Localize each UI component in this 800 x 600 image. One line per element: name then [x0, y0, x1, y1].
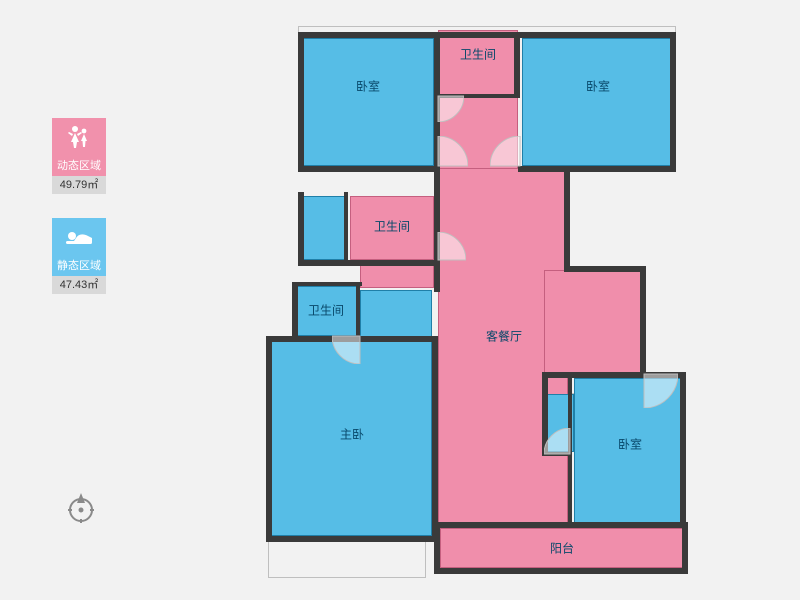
wall	[298, 32, 304, 170]
floorplan-canvas: 动态区域 49.79㎡ 静态区域 47.43㎡ 卧室卧室卫生间卫	[0, 0, 800, 600]
legend-static-value: 47.43㎡	[52, 276, 106, 294]
room-label-master: 主卧	[340, 426, 364, 443]
room-label-bedroom-br: 卧室	[618, 436, 642, 453]
door-arc	[490, 136, 550, 196]
door-arc	[610, 340, 678, 408]
wall	[266, 336, 272, 540]
floor-plan: 卧室卧室卫生间卫生间卫生间主卧客餐厅卧室阳台	[248, 16, 724, 586]
door-arc	[408, 136, 468, 196]
wall	[670, 32, 676, 170]
legend-static-label: 静态区域	[52, 256, 106, 276]
sleep-icon	[52, 218, 106, 256]
legend-static: 静态区域 47.43㎡	[52, 218, 106, 294]
outline-box	[268, 540, 426, 578]
door-arc	[412, 70, 464, 122]
wall	[266, 536, 436, 542]
room-label-living: 客餐厅	[486, 328, 522, 345]
room-label-bedroom-tl: 卧室	[356, 78, 380, 95]
wall	[434, 568, 688, 574]
compass-icon	[64, 490, 98, 529]
legend-dynamic: 动态区域 49.79㎡	[52, 118, 106, 194]
legend-dynamic-label: 动态区域	[52, 156, 106, 176]
legend-dynamic-value: 49.79㎡	[52, 176, 106, 194]
wall	[344, 192, 348, 264]
room-label-bath-top: 卫生间	[460, 46, 496, 63]
wall	[298, 32, 676, 38]
door-arc	[544, 428, 596, 480]
room-label-bedroom-tr: 卧室	[586, 78, 610, 95]
wall	[434, 522, 688, 528]
room-nook-left	[302, 196, 346, 260]
room-label-balcony: 阳台	[550, 540, 574, 557]
wall	[298, 192, 304, 264]
wall	[682, 522, 688, 572]
wall	[432, 336, 438, 542]
room-label-bath-mid: 卫生间	[374, 218, 410, 235]
wall	[292, 282, 298, 340]
wall	[292, 282, 362, 286]
wall	[564, 266, 646, 272]
wall	[564, 168, 570, 272]
wall	[680, 372, 686, 528]
door-arc	[332, 308, 388, 364]
door-arc	[410, 232, 466, 288]
people-icon	[52, 118, 106, 156]
wall	[514, 32, 520, 96]
wall	[434, 522, 440, 572]
